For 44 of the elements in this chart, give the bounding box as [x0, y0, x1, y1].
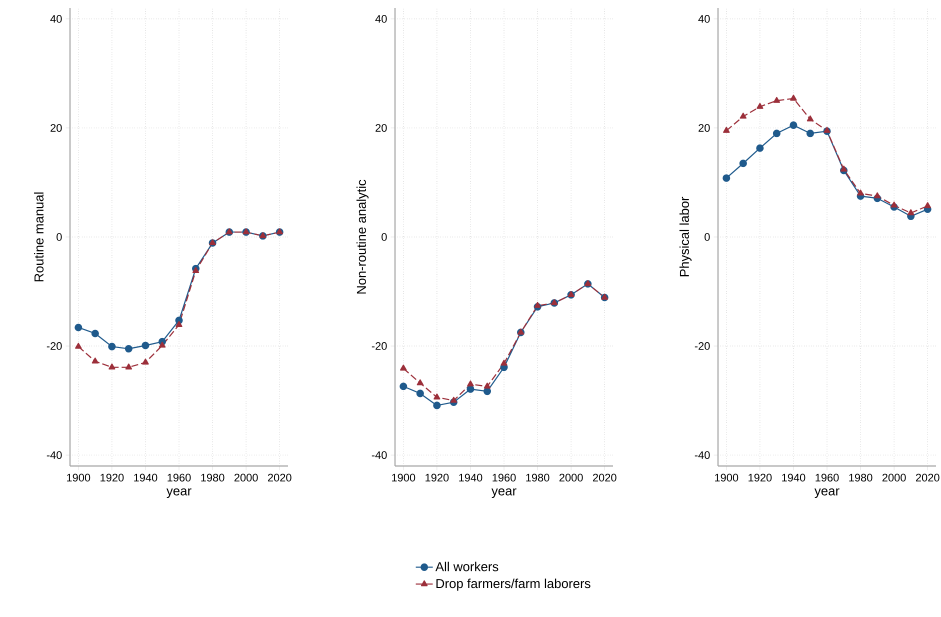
x-tick-label: 1940	[134, 474, 158, 482]
y-tick-label: -40	[372, 451, 387, 459]
x-tick-label: 1920	[426, 474, 449, 482]
y-tick-label: 20	[698, 124, 710, 132]
x-tick-label: 2000	[882, 474, 906, 482]
y-tick-label: 40	[698, 15, 710, 23]
x-tick-label: 1960	[816, 474, 839, 482]
x-tick-label: 1940	[782, 474, 806, 482]
x-tick-label: 1980	[526, 474, 550, 482]
y-axis-title: Physical labor	[679, 196, 692, 276]
y-tick-label: 0	[56, 233, 62, 241]
legend-label: All workers	[435, 562, 498, 572]
x-tick-label: 2020	[916, 474, 940, 482]
y-tick-label: 20	[50, 124, 62, 132]
x-tick-label: 2020	[592, 474, 616, 482]
x-tick-label: 1920	[748, 474, 772, 482]
y-tick-label: -20	[372, 342, 387, 350]
x-tick-label: 2000	[234, 474, 258, 482]
y-tick-label: 0	[382, 233, 387, 241]
x-tick-label: 1920	[100, 474, 124, 482]
x-tick-label: 1900	[67, 474, 90, 482]
x-tick-label: 1900	[392, 474, 416, 482]
x-tick-label: 1980	[849, 474, 872, 482]
y-tick-label: -40	[46, 451, 62, 459]
y-tick-label: 20	[376, 124, 387, 132]
y-tick-label: 40	[375, 15, 387, 23]
x-tick-label: 1940	[459, 474, 482, 482]
legend-label: Drop farmers/farm laborers	[436, 578, 590, 591]
x-axis-title: year	[491, 488, 516, 498]
y-tick-label: 0	[704, 233, 710, 241]
x-tick-label: 1900	[715, 474, 738, 482]
x-tick-label: 2020	[268, 474, 292, 482]
y-axis-title: Routine manual	[34, 192, 44, 282]
y-tick-label: 40	[50, 15, 62, 23]
x-tick-label: 1960	[492, 474, 516, 482]
x-axis-title: year	[166, 488, 192, 498]
y-tick-label: -40	[694, 451, 710, 459]
x-tick-label: 1960	[168, 474, 191, 482]
y-tick-label: -20	[694, 342, 710, 350]
x-tick-label: 1980	[201, 474, 224, 482]
x-tick-label: 2000	[559, 474, 583, 482]
y-axis-title: Non-routine analytic	[356, 180, 369, 294]
x-axis-title: year	[814, 488, 840, 498]
y-tick-label: -20	[46, 342, 62, 350]
